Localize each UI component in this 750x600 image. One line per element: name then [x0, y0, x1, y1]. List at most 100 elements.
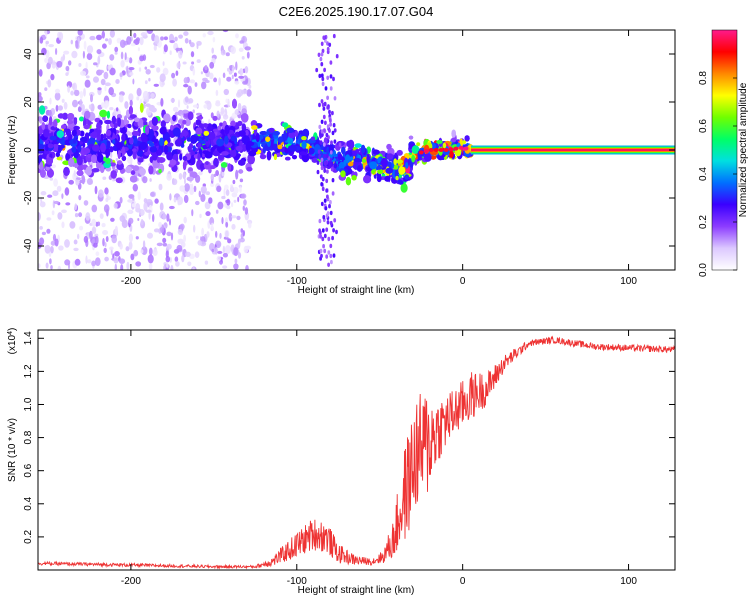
- spectrogram-noise-blob: [162, 61, 165, 66]
- spectrogram-noise-blob: [48, 44, 54, 48]
- spectrogram-band-blob: [195, 119, 202, 126]
- spectrogram-noise-blob: [132, 78, 135, 85]
- spectrogram-band-blob: [40, 169, 46, 178]
- spectrogram-noise-blob: [114, 46, 119, 53]
- spectrogram-noise-blob: [196, 43, 199, 50]
- spectrogram-band-blob: [48, 116, 53, 126]
- spectrogram-streak-blob: [325, 132, 329, 138]
- spectrogram-band-blob: [156, 156, 161, 163]
- spectrogram-streak-blob: [324, 206, 328, 211]
- spectrogram-noise-blob: [166, 261, 169, 269]
- spectrogram-noise-blob: [55, 48, 58, 55]
- spectrogram-noise-blob: [219, 232, 222, 239]
- spectrogram-band-blob: [197, 142, 202, 149]
- spectrogram-noise-blob: [102, 238, 105, 247]
- spectrogram-noise-blob: [75, 179, 80, 186]
- spectrogram-noise-blob: [98, 189, 104, 198]
- spectrogram-noise-blob: [242, 80, 248, 85]
- spectrogram-noise-blob: [195, 235, 199, 240]
- spectrogram-band-blob: [103, 133, 107, 140]
- spectrogram-band-blob: [443, 148, 449, 152]
- spectrogram-noise-blob: [163, 36, 168, 41]
- spectrogram-noise-blob: [209, 217, 215, 226]
- y-tick-label: 0.8: [23, 430, 34, 444]
- spectrogram-band-blob: [186, 137, 192, 142]
- spectrogram-band-blob: [405, 162, 409, 169]
- spectrogram-noise-blob: [225, 98, 229, 104]
- spectrogram-band-blob: [38, 143, 45, 150]
- spectrogram-band-blob: [217, 125, 221, 131]
- spectrogram-band-blob: [63, 166, 70, 176]
- spectrogram-streak-blob: [331, 178, 335, 183]
- spectrogram-band-blob: [229, 149, 237, 158]
- spectrogram-band-blob: [84, 110, 91, 119]
- spectrogram-band-blob: [238, 130, 246, 137]
- spectrogram-noise-blob: [127, 156, 133, 164]
- spectrogram-streak-blob: [320, 129, 324, 134]
- spectrogram-band-blob: [75, 129, 81, 136]
- spectrogram-noise-blob: [111, 235, 117, 244]
- spectrogram-noise-blob: [118, 258, 126, 265]
- spectrogram-streak-blob: [318, 124, 322, 130]
- spectrogram-band-blob: [311, 158, 318, 163]
- spectrogram-noise-blob: [73, 247, 79, 252]
- spectrogram-streak-blob: [326, 220, 330, 225]
- spectrogram-streak-blob: [332, 228, 335, 233]
- spectrogram-band-blob: [376, 174, 382, 183]
- spectrogram-band-blob: [91, 168, 100, 173]
- spectrogram-band-blob: [354, 143, 363, 148]
- spectrogram-band-blob: [377, 168, 383, 175]
- y-tick-label: 0.4: [23, 496, 34, 510]
- spectrogram-band-blob: [369, 161, 378, 170]
- spectrogram-noise-blob: [109, 67, 116, 76]
- spectrogram-noise-blob: [200, 186, 207, 194]
- spectrogram-noise-blob: [68, 179, 74, 185]
- spectrogram-noise-blob: [55, 104, 59, 112]
- spectrogram-band-blob: [88, 137, 96, 146]
- spectrogram-noise-blob: [166, 243, 172, 250]
- spectrogram-noise-blob: [128, 93, 134, 102]
- spectrogram-band-blob: [292, 155, 297, 160]
- spectrogram-noise-blob: [91, 218, 97, 227]
- spectrogram-noise-blob: [129, 99, 133, 107]
- spectrogram-streak-blob: [329, 118, 332, 123]
- spectrogram-band-blob: [273, 153, 277, 160]
- spectrogram-noise-blob: [158, 183, 163, 191]
- spectrogram-noise-blob: [46, 62, 51, 70]
- spectrogram-streak-blob: [323, 168, 327, 173]
- spectrogram-streak-blob: [331, 191, 335, 196]
- spectrogram-noise-blob: [135, 261, 142, 267]
- spectrogram-noise-blob: [198, 171, 203, 176]
- spectrogram-noise-blob: [41, 231, 47, 236]
- spectrogram-noise-blob: [110, 217, 115, 222]
- y-tick-label: 20: [23, 96, 34, 108]
- spectrogram-noise-blob: [182, 61, 187, 65]
- spectrogram-noise-blob: [63, 101, 68, 110]
- spectrogram-noise-blob: [107, 65, 112, 70]
- spectrogram-band-blob: [65, 128, 71, 137]
- x-tick-label: 100: [620, 276, 637, 287]
- spectrogram-band-blob: [92, 144, 100, 152]
- spectrogram-band-blob: [259, 131, 268, 135]
- spectrogram-noise-blob: [142, 240, 146, 250]
- spectrogram-band-blob: [139, 141, 148, 150]
- spectrogram-noise-blob: [178, 173, 183, 180]
- spectrogram-noise-blob: [57, 105, 64, 111]
- spectrogram-streak-blob: [329, 60, 333, 65]
- spectrogram-band-blob: [272, 131, 280, 136]
- spectrogram-band-blob: [181, 109, 189, 114]
- spectrogram-noise-blob: [139, 36, 144, 46]
- spectrogram-band-blob: [139, 102, 144, 113]
- spectrogram-noise-blob: [233, 263, 239, 270]
- spectrogram-noise-blob: [103, 71, 109, 80]
- spectrogram-noise-blob: [238, 75, 245, 79]
- spectrogram-streak-blob: [329, 253, 333, 259]
- spectrogram-band-blob: [77, 143, 82, 153]
- spectrogram-noise-blob: [161, 81, 165, 86]
- spectrogram-noise-blob: [228, 212, 233, 222]
- spectrogram-noise-blob: [186, 105, 189, 109]
- spectrogram-band-blob: [43, 128, 50, 138]
- spectrogram-noise-blob: [74, 203, 77, 211]
- spectrogram-band-blob: [347, 139, 355, 150]
